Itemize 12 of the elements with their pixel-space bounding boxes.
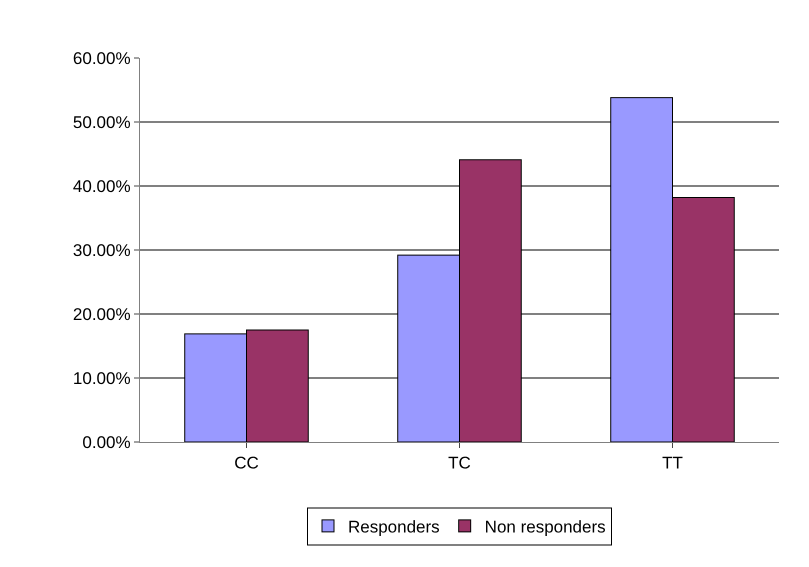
y-tick-label: 10.00%: [72, 368, 131, 388]
legend-label: Responders: [348, 517, 440, 536]
legend-label: Non responders: [484, 517, 606, 536]
y-tick-label: 20.00%: [72, 304, 131, 324]
y-tick-label: 30.00%: [72, 240, 131, 260]
y-tick-label: 60.00%: [72, 48, 131, 68]
y-tick-label: 40.00%: [72, 176, 131, 196]
y-tick-label: 50.00%: [72, 112, 131, 132]
x-tick-label: TC: [448, 453, 471, 472]
y-tick-label: 0.00%: [82, 432, 131, 452]
x-tick-label: CC: [234, 453, 259, 472]
x-tick-label: TT: [662, 453, 683, 472]
